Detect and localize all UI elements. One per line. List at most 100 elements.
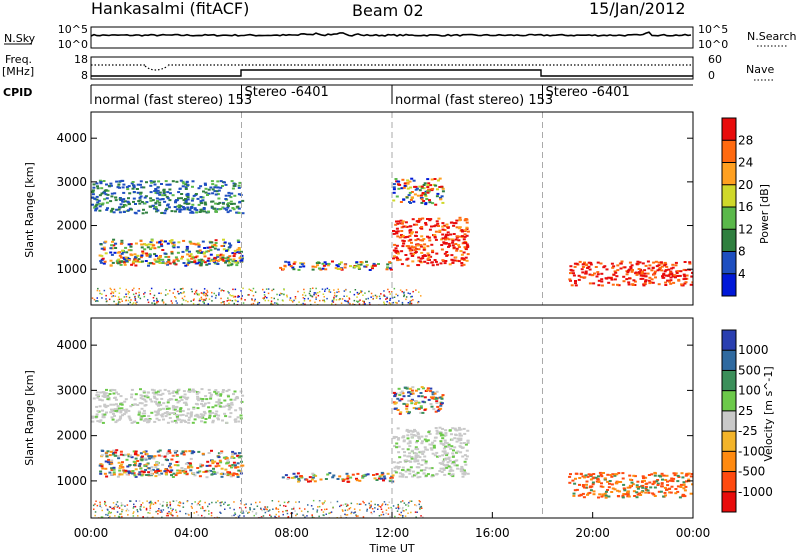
echo-cell xyxy=(230,263,234,266)
echo-cell xyxy=(463,460,467,463)
echo-cell xyxy=(465,218,469,221)
clutter-cell xyxy=(331,300,334,303)
echo-cell xyxy=(402,240,406,243)
echo-cell xyxy=(401,392,405,395)
echo-cell xyxy=(343,266,347,269)
clutter-cell xyxy=(211,295,213,298)
echo-cell xyxy=(183,202,187,205)
echo-cell xyxy=(443,452,447,455)
echo-cell xyxy=(128,464,132,466)
clutter-cell xyxy=(389,297,392,300)
echo-cell xyxy=(434,184,438,187)
echo-cell xyxy=(409,186,413,189)
echo-cell xyxy=(185,398,189,401)
echo-cell xyxy=(164,180,168,183)
clutter-cell xyxy=(366,508,368,511)
echo-cell xyxy=(457,428,461,431)
echo-cell xyxy=(411,254,415,257)
clutter-cell xyxy=(116,501,119,503)
clutter-cell xyxy=(157,300,159,303)
echo-cell xyxy=(412,434,416,436)
clutter-cell xyxy=(381,503,384,505)
clutter-cell xyxy=(223,503,225,505)
clutter-cell xyxy=(206,294,209,297)
echo-cell xyxy=(626,486,630,489)
echo-cell xyxy=(181,180,185,183)
echo-cell xyxy=(463,233,467,236)
echo-cell xyxy=(455,464,459,467)
echo-cell xyxy=(435,432,439,435)
echo-cell xyxy=(588,268,592,271)
echo-cell xyxy=(625,278,629,281)
clutter-cell xyxy=(366,510,368,512)
echo-cell xyxy=(420,251,424,254)
echo-cell xyxy=(238,248,241,251)
echo-cell xyxy=(406,182,410,185)
echo-cell xyxy=(168,262,172,265)
echo-cell xyxy=(433,259,437,261)
clutter-cell xyxy=(248,294,250,296)
echo-cell xyxy=(241,394,245,397)
echo-cell xyxy=(186,462,190,465)
clutter-cell xyxy=(297,290,299,293)
echo-cell xyxy=(441,394,445,397)
echo-cell xyxy=(113,396,117,399)
clutter-cell xyxy=(322,293,325,295)
echo-cell xyxy=(583,476,586,479)
echo-cell xyxy=(451,469,455,472)
echo-cell xyxy=(127,249,131,252)
clutter-cell xyxy=(181,303,183,305)
clutter-cell xyxy=(238,514,241,517)
echo-cell xyxy=(91,189,95,192)
clutter-cell xyxy=(162,302,165,304)
echo-cell xyxy=(239,470,243,473)
clutter-cell xyxy=(315,293,317,296)
clutter-cell xyxy=(121,508,123,511)
clutter-cell xyxy=(105,513,107,516)
clutter-cell xyxy=(228,504,230,506)
echo-cell xyxy=(621,496,625,499)
echo-cell xyxy=(216,193,220,196)
clutter-cell xyxy=(211,501,213,504)
clutter-cell xyxy=(185,299,187,302)
echo-cell xyxy=(427,430,431,432)
echo-cell xyxy=(396,467,400,470)
echo-cell xyxy=(644,264,648,267)
echo-cell xyxy=(219,472,223,475)
echo-cell xyxy=(114,398,118,401)
echo-cell xyxy=(588,491,592,494)
clutter-cell xyxy=(316,509,319,511)
echo-cell xyxy=(463,229,467,232)
echo-cell xyxy=(199,463,203,466)
echo-cell xyxy=(219,394,222,397)
echo-cell xyxy=(435,400,439,403)
echo-cell xyxy=(411,430,415,433)
echo-cell xyxy=(608,480,612,482)
clutter-cell xyxy=(343,290,346,292)
echo-cell xyxy=(654,472,657,475)
clutter-cell xyxy=(157,500,159,502)
clutter-cell xyxy=(204,299,207,301)
echo-cell xyxy=(140,458,144,461)
clutter-cell xyxy=(96,300,98,302)
echo-cell xyxy=(415,466,419,469)
echo-cell xyxy=(452,224,456,227)
echo-cell xyxy=(442,469,446,471)
echo-cell xyxy=(180,193,184,195)
clutter-cell xyxy=(384,503,387,506)
y-tick-label: 4000 xyxy=(56,338,87,352)
echo-cell xyxy=(420,464,424,466)
echo-cell xyxy=(426,258,430,261)
echo-cell xyxy=(606,489,609,491)
echo-cell xyxy=(635,273,639,276)
echo-cell xyxy=(179,410,182,413)
echo-cell xyxy=(416,476,420,479)
echo-cell xyxy=(445,466,449,469)
clutter-cell xyxy=(118,298,120,301)
echo-cell xyxy=(611,266,615,269)
echo-cell xyxy=(459,434,463,437)
velocity-boundaries xyxy=(241,318,543,518)
clutter-cell xyxy=(229,507,231,509)
clutter-cell xyxy=(188,514,190,516)
